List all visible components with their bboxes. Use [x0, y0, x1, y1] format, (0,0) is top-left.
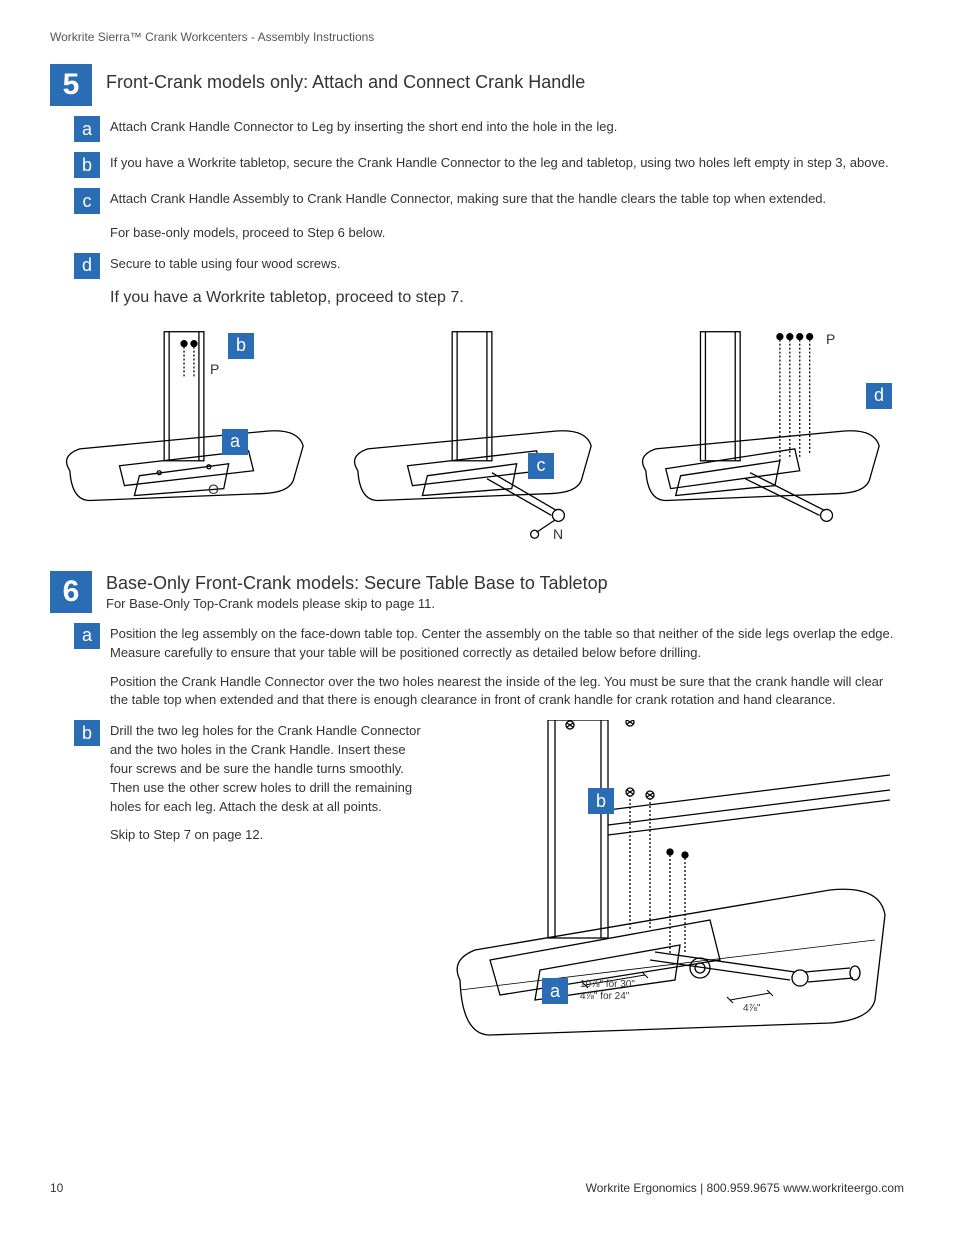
- step-5-title: Front-Crank models only: Attach and Conn…: [106, 64, 585, 93]
- diagram-6: b a 10⅞" for 30" 4⅞" for 24" 4⅞": [450, 720, 890, 1060]
- substep-5a-letter: a: [74, 116, 100, 142]
- substep-5a-text: Attach Crank Handle Connector to Leg by …: [110, 116, 617, 137]
- dim-label-2: 4⅞" for 24": [580, 991, 629, 1003]
- callout-5b: b: [228, 333, 254, 359]
- page-footer: 10 Workrite Ergonomics | 800.959.9675 ww…: [50, 1181, 904, 1195]
- callout-5a: a: [222, 429, 248, 455]
- substep-6b-text: Drill the two leg holes for the Crank Ha…: [110, 720, 430, 816]
- label-P-2: P: [826, 331, 835, 347]
- callout-6a: a: [542, 978, 568, 1004]
- substep-6a-letter: a: [74, 623, 100, 649]
- callout-5d: d: [866, 383, 892, 409]
- substep-6b-letter: b: [74, 720, 100, 746]
- diagram-5-center: c N: [338, 321, 616, 541]
- step-6-title: Base-Only Front-Crank models: Secure Tab…: [106, 571, 608, 594]
- step-5: 5 Front-Crank models only: Attach and Co…: [50, 64, 904, 541]
- diagram-5-left: b a P O: [50, 321, 328, 541]
- substep-5d-text: Secure to table using four wood screws.: [110, 253, 341, 274]
- step-number-5: 5: [50, 64, 92, 106]
- step-6: 6 Base-Only Front-Crank models: Secure T…: [50, 571, 904, 1060]
- footer-company: Workrite Ergonomics | 800.959.9675 www.w…: [586, 1181, 904, 1195]
- dim-label-1: 10⅞" for 30": [580, 979, 635, 991]
- label-O: O: [208, 481, 219, 497]
- page-number: 10: [50, 1181, 63, 1195]
- substep-5b-letter: b: [74, 152, 100, 178]
- label-P-1: P: [210, 361, 219, 377]
- step-5-diagrams: b a P O: [50, 321, 904, 541]
- substep-5b-text: If you have a Workrite tabletop, secure …: [110, 152, 889, 173]
- substep-5d-letter: d: [74, 253, 100, 279]
- callout-6b: b: [588, 788, 614, 814]
- step-5-proceed: If you have a Workrite tabletop, proceed…: [110, 289, 904, 307]
- diagram-5-right: d P: [626, 321, 904, 541]
- step-6-subtitle: For Base-Only Top-Crank models please sk…: [106, 596, 608, 611]
- substep-5c-text: Attach Crank Handle Assembly to Crank Ha…: [110, 188, 826, 209]
- callout-5c: c: [528, 453, 554, 479]
- substep-6a-text: Position the leg assembly on the face-do…: [110, 623, 904, 663]
- step-6a-note: Position the Crank Handle Connector over…: [110, 673, 904, 711]
- label-N: N: [553, 526, 563, 542]
- step-number-6: 6: [50, 571, 92, 613]
- substep-5c-letter: c: [74, 188, 100, 214]
- dim-label-3: 4⅞": [743, 1003, 760, 1015]
- step-6b-note: Skip to Step 7 on page 12.: [110, 826, 430, 845]
- step-5c-note: For base-only models, proceed to Step 6 …: [110, 224, 904, 243]
- document-header: Workrite Sierra™ Crank Workcenters - Ass…: [50, 30, 904, 44]
